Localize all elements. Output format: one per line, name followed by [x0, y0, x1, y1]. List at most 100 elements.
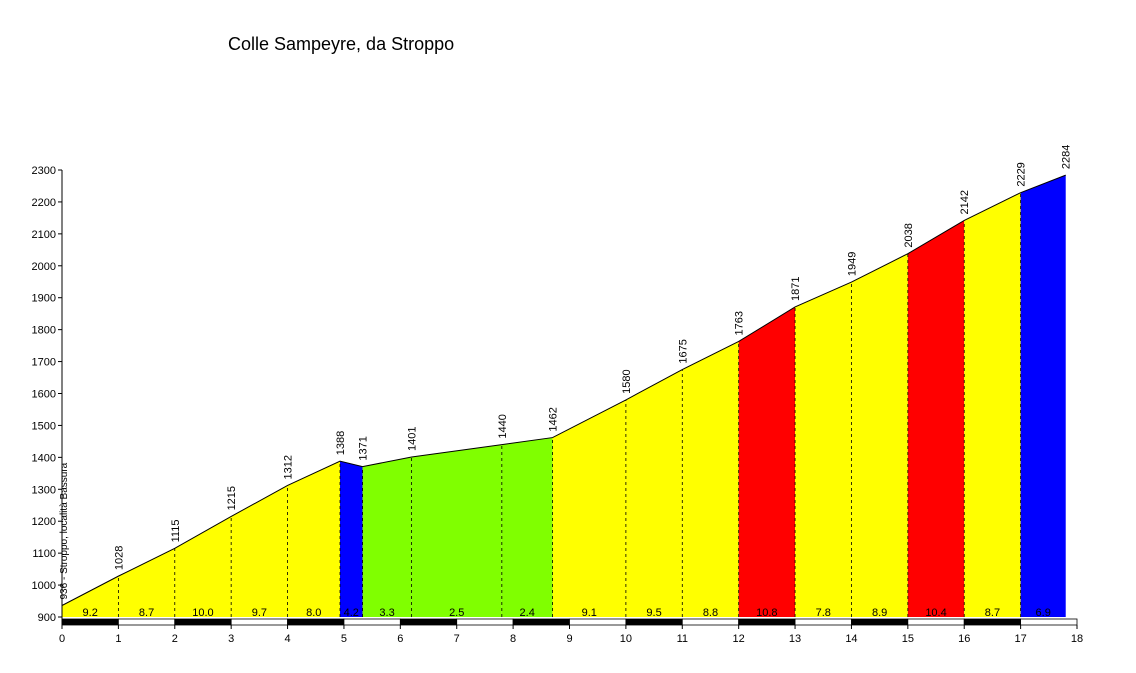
km-bar-segment — [794, 618, 852, 626]
y-tick-label: 1400 — [32, 452, 56, 464]
x-tick-label: 4 — [284, 633, 290, 645]
km-bar-segment — [569, 618, 627, 626]
gradient-label: 10.4 — [925, 607, 946, 619]
km-bar-segment — [399, 618, 458, 626]
y-tick-label: 1500 — [32, 420, 56, 432]
km-bar-segment — [625, 618, 683, 626]
segment-fill — [625, 369, 683, 617]
km-bar-segment — [681, 618, 740, 626]
segment-fill — [62, 576, 119, 617]
x-tick-label: 10 — [620, 633, 632, 645]
elevation-label: 1949 — [846, 252, 858, 276]
x-tick-label: 2 — [172, 633, 178, 645]
x-tick-label: 17 — [1014, 633, 1026, 645]
gradient-label: 8.9 — [872, 607, 887, 619]
gradient-label: 7.8 — [816, 607, 831, 619]
gradient-label: 2.4 — [520, 607, 535, 619]
profile-line — [61, 174, 1066, 606]
km-bar-segment — [851, 618, 909, 626]
start-label: 936 - Stroppo, località Bassura — [59, 462, 70, 599]
segment-fill — [552, 399, 626, 617]
segment-fill — [287, 461, 340, 617]
segment-fill — [174, 516, 232, 617]
y-tick-label: 2300 — [32, 165, 56, 177]
elevation-label: 1401 — [407, 427, 419, 451]
gradient-label: 8.7 — [985, 607, 1000, 619]
segment-fill — [738, 306, 796, 617]
segment-fill — [411, 444, 502, 617]
elevation-label: 1580 — [621, 369, 633, 393]
x-tick-label: 18 — [1071, 633, 1083, 645]
segment-fill — [501, 437, 553, 617]
gradient-label: 10.0 — [192, 607, 213, 619]
y-tick-label: 1000 — [32, 580, 56, 592]
elevation-label: 1028 — [113, 546, 125, 570]
gradient-label: 3.3 — [379, 607, 394, 619]
km-bar-segment — [1020, 618, 1078, 626]
elevation-label: 1388 — [335, 431, 347, 455]
y-tick-label: 2200 — [32, 197, 56, 209]
gradient-label: 10.8 — [756, 607, 777, 619]
km-bar-segment — [230, 618, 288, 626]
segment-fill — [118, 548, 175, 617]
segment-fill — [362, 457, 412, 617]
y-tick-label: 1800 — [32, 325, 56, 337]
y-tick-label: 2100 — [32, 229, 56, 241]
gradient-label: 9.1 — [582, 607, 597, 619]
km-bar-segment — [343, 618, 401, 626]
y-tick-label: 1300 — [32, 484, 56, 496]
segment-fill — [339, 461, 363, 617]
km-bar-segment — [456, 618, 514, 626]
y-tick-label: 1900 — [32, 293, 56, 305]
elevation-label: 1215 — [226, 486, 238, 510]
y-tick-label: 1100 — [32, 548, 56, 560]
x-tick-label: 3 — [228, 633, 234, 645]
x-tick-label: 9 — [566, 633, 572, 645]
gradient-label: 8.0 — [306, 607, 321, 619]
gradient-label: 8.7 — [139, 607, 154, 619]
y-tick-label: 1200 — [32, 516, 56, 528]
y-tick-label: 900 — [38, 612, 56, 624]
elevation-label: 2284 — [1061, 145, 1073, 169]
km-bar-segment — [61, 618, 119, 626]
km-bar-segment — [738, 618, 796, 626]
gradient-label: 4.2 — [344, 607, 359, 619]
elevation-label: 1763 — [734, 311, 746, 335]
x-tick-label: 1 — [115, 633, 121, 645]
elevation-label: 1462 — [548, 407, 560, 431]
x-tick-label: 16 — [958, 633, 970, 645]
x-tick-label: 0 — [59, 633, 65, 645]
elevation-label: 1871 — [790, 276, 802, 300]
chart-title: Colle Sampeyre, da Stroppo — [228, 34, 455, 54]
y-tick-label: 2000 — [32, 261, 56, 273]
km-bar-segment — [963, 618, 1022, 626]
elevation-label: 1675 — [677, 339, 689, 363]
km-bar-segment — [512, 618, 570, 626]
x-tick-label: 14 — [845, 633, 857, 645]
segment-fill — [907, 220, 965, 617]
elevation-label: 1115 — [170, 520, 182, 543]
y-tick-label: 1700 — [32, 357, 56, 369]
x-tick-label: 13 — [789, 633, 801, 645]
x-tick-label: 8 — [510, 633, 516, 645]
segment-fill — [964, 192, 1021, 617]
km-bar-segment — [117, 618, 176, 626]
elevation-label: 1440 — [497, 414, 509, 438]
x-tick-label: 6 — [397, 633, 403, 645]
elevation-label: 1371 — [358, 436, 370, 460]
gradient-label: 2.5 — [449, 607, 464, 619]
segment-fill — [682, 341, 739, 617]
segment-fill — [851, 253, 908, 617]
x-tick-label: 15 — [902, 633, 914, 645]
x-tick-label: 11 — [677, 633, 688, 645]
gradient-label: 9.2 — [83, 607, 98, 619]
km-bar-segment — [174, 618, 232, 626]
x-tick-label: 12 — [733, 633, 745, 645]
km-bar-segment — [287, 618, 345, 626]
x-tick-label: 5 — [341, 633, 347, 645]
km-bar-segment — [907, 618, 965, 626]
elevation-label: 2229 — [1016, 162, 1028, 186]
elevation-label: 2142 — [959, 190, 971, 214]
x-tick-label: 7 — [454, 633, 460, 645]
